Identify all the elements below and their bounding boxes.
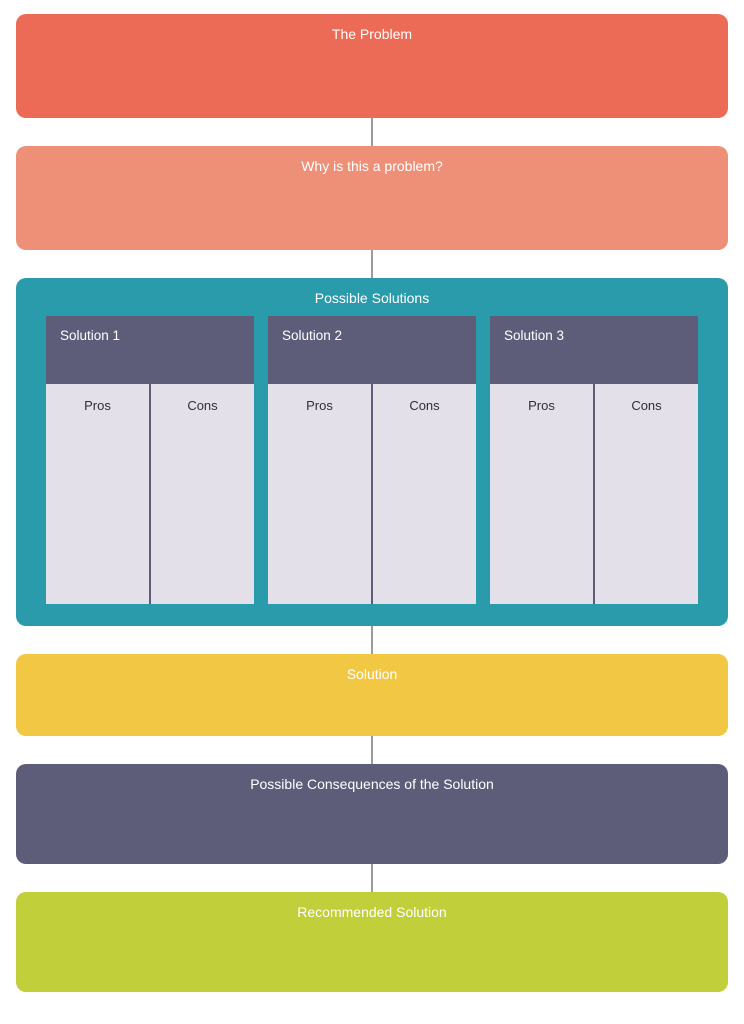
- solution-3-pros: Pros: [490, 384, 595, 604]
- solution-1-label: Solution 1: [60, 328, 120, 343]
- connector-4: [371, 736, 373, 764]
- solution-3-cons: Cons: [595, 384, 698, 604]
- box-possible-solutions: Possible Solutions Solution 1 Pros Cons …: [16, 278, 728, 626]
- solution-3-cons-label: Cons: [631, 398, 661, 413]
- diagram-container: The Problem Why is this a problem? Possi…: [0, 0, 744, 1006]
- solution-2-cons: Cons: [373, 384, 476, 604]
- solution-3-header: Solution 3: [490, 316, 698, 384]
- solution-2-header: Solution 2: [268, 316, 476, 384]
- box-recommended: Recommended Solution: [16, 892, 728, 992]
- solution-3-pros-label: Pros: [528, 398, 555, 413]
- solution-1-cons: Cons: [151, 384, 254, 604]
- solution-2-pros-label: Pros: [306, 398, 333, 413]
- solution-2-label: Solution 2: [282, 328, 342, 343]
- connector-3: [371, 626, 373, 654]
- solution-col-1: Solution 1 Pros Cons: [46, 316, 254, 604]
- solution-3-label: Solution 3: [504, 328, 564, 343]
- solution-1-pros-label: Pros: [84, 398, 111, 413]
- box-possible-title: Possible Solutions: [16, 278, 728, 306]
- connector-1: [371, 118, 373, 146]
- box-why: Why is this a problem?: [16, 146, 728, 250]
- box-recommended-title: Recommended Solution: [16, 892, 728, 920]
- solution-2-pros: Pros: [268, 384, 373, 604]
- box-problem: The Problem: [16, 14, 728, 118]
- box-consequences-title: Possible Consequences of the Solution: [16, 764, 728, 792]
- box-problem-title: The Problem: [16, 14, 728, 42]
- solution-1-header: Solution 1: [46, 316, 254, 384]
- connector-2: [371, 250, 373, 278]
- solution-1-cons-label: Cons: [187, 398, 217, 413]
- box-solution: Solution: [16, 654, 728, 736]
- solution-1-proscons: Pros Cons: [46, 384, 254, 604]
- connector-5: [371, 864, 373, 892]
- box-why-title: Why is this a problem?: [16, 146, 728, 174]
- box-consequences: Possible Consequences of the Solution: [16, 764, 728, 864]
- solution-2-proscons: Pros Cons: [268, 384, 476, 604]
- box-solution-title: Solution: [16, 654, 728, 682]
- solution-col-3: Solution 3 Pros Cons: [490, 316, 698, 604]
- solution-1-pros: Pros: [46, 384, 151, 604]
- solution-2-cons-label: Cons: [409, 398, 439, 413]
- solution-3-proscons: Pros Cons: [490, 384, 698, 604]
- solution-col-2: Solution 2 Pros Cons: [268, 316, 476, 604]
- solutions-row: Solution 1 Pros Cons Solution 2 Pros Con…: [16, 316, 728, 604]
